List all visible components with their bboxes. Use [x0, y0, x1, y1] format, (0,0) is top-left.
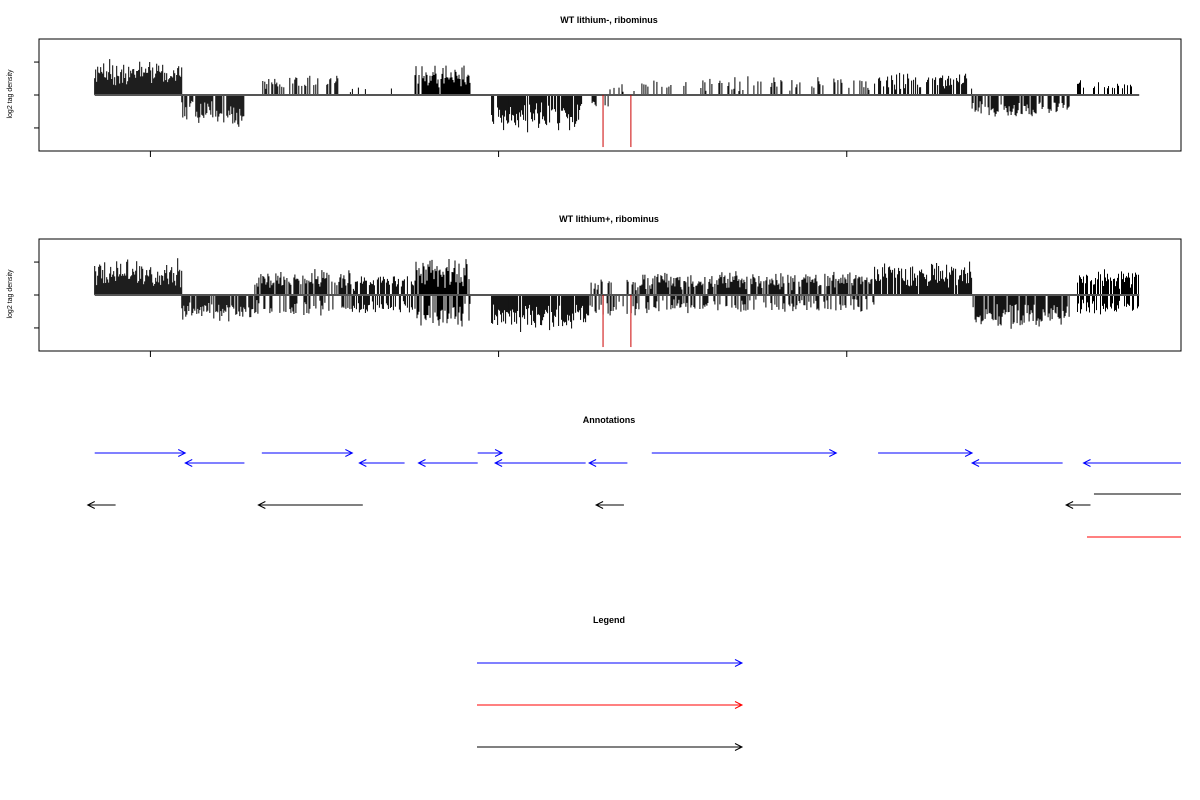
axes	[34, 38, 1182, 157]
arrow-head	[86, 501, 95, 509]
annotations-title: Annotations	[583, 415, 636, 425]
arrow-head	[964, 449, 974, 457]
arrow-head	[494, 449, 504, 457]
legend-item-gene	[477, 659, 744, 667]
y-axis-label: log2 tag density	[7, 69, 14, 119]
arrow-head	[734, 743, 744, 751]
arrow-head	[345, 449, 354, 457]
arrow-head	[734, 701, 744, 709]
marker-lines	[602, 295, 632, 348]
feature-gene	[878, 449, 974, 457]
panel-title: WT lithium-, ribominus	[560, 15, 658, 25]
feature-other	[1064, 501, 1091, 509]
arrow-head	[417, 459, 426, 467]
bar-series	[94, 59, 1140, 133]
arrow-head	[594, 501, 604, 509]
legend-items	[477, 659, 744, 751]
legend-title: Legend	[593, 615, 625, 625]
feature-other	[594, 501, 624, 509]
arrow-head	[178, 449, 187, 457]
feature-list	[86, 449, 1181, 538]
track-panel-lithium-plus: WT lithium+, ribominus log2 tag density	[7, 214, 1182, 357]
legend-item-xut	[477, 701, 744, 709]
arrow-head	[184, 459, 193, 467]
feature-gene	[1082, 459, 1181, 467]
arrow-head	[1064, 501, 1074, 509]
arrow-head	[734, 659, 744, 667]
arrow-head	[493, 459, 503, 467]
feature-gene	[651, 449, 838, 457]
marker-lines	[602, 95, 632, 148]
arrow-head	[257, 501, 266, 509]
y-axis-label: log2 tag density	[7, 269, 14, 319]
legend-panel: Legend	[477, 615, 744, 751]
arrow-head	[970, 459, 980, 467]
feature-gene	[970, 459, 1063, 467]
feature-other	[257, 501, 363, 509]
bar-series	[94, 258, 1140, 332]
arrow-head	[1082, 459, 1091, 467]
track-panel-lithium-minus: WT lithium-, ribominus log2 tag density	[7, 15, 1182, 157]
feature-gene	[477, 449, 504, 457]
arrow-head	[358, 459, 367, 467]
feature-other	[86, 501, 116, 509]
feature-gene	[493, 459, 586, 467]
feature-gene	[358, 459, 405, 467]
feature-gene	[184, 459, 245, 467]
feature-gene	[261, 449, 354, 457]
feature-gene	[94, 449, 187, 457]
arrow-head	[587, 459, 597, 467]
axes	[34, 238, 1182, 357]
feature-gene	[417, 459, 478, 467]
annotations-panel: Annotations	[86, 415, 1181, 538]
legend-item-other	[477, 743, 744, 751]
panel-title: WT lithium+, ribominus	[559, 214, 659, 224]
arrow-head	[829, 449, 838, 457]
feature-gene	[587, 459, 628, 467]
